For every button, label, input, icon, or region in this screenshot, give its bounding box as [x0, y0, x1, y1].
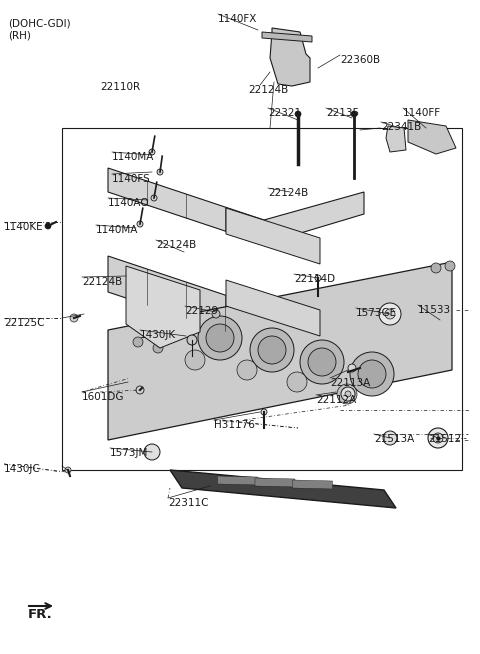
Text: 22321: 22321	[268, 108, 301, 118]
Circle shape	[250, 328, 294, 372]
Circle shape	[295, 111, 301, 117]
Polygon shape	[108, 262, 452, 440]
Polygon shape	[226, 280, 320, 336]
Polygon shape	[262, 32, 312, 42]
Circle shape	[70, 314, 78, 322]
Text: 1573JM: 1573JM	[110, 448, 148, 458]
Text: FR.: FR.	[28, 608, 53, 621]
Circle shape	[383, 431, 397, 445]
Text: 22360B: 22360B	[340, 55, 380, 65]
Circle shape	[261, 409, 267, 415]
Circle shape	[300, 340, 344, 384]
Circle shape	[157, 169, 163, 175]
Text: 1140MA: 1140MA	[112, 152, 155, 162]
Circle shape	[151, 195, 157, 201]
Text: 1140MA: 1140MA	[96, 225, 138, 235]
Text: 1573GE: 1573GE	[356, 308, 397, 318]
Circle shape	[133, 337, 143, 347]
Text: 22113A: 22113A	[330, 378, 370, 388]
Text: 22311C: 22311C	[168, 498, 208, 508]
Text: 1140FX: 1140FX	[218, 14, 257, 24]
Circle shape	[137, 221, 143, 227]
Bar	[62, 128, 462, 470]
Text: 22124B: 22124B	[268, 188, 308, 198]
Text: 22124B: 22124B	[156, 240, 196, 250]
Circle shape	[315, 275, 321, 281]
Text: 22112A: 22112A	[316, 395, 356, 405]
Text: 1140FF: 1140FF	[403, 108, 441, 118]
Text: 1140FS: 1140FS	[112, 174, 151, 184]
Polygon shape	[386, 126, 406, 152]
Circle shape	[237, 360, 257, 380]
Circle shape	[198, 316, 242, 360]
Text: (DOHC-GDI): (DOHC-GDI)	[8, 18, 71, 28]
Circle shape	[337, 384, 357, 404]
Text: 22135: 22135	[326, 108, 359, 118]
Circle shape	[185, 350, 205, 370]
Text: 21513A: 21513A	[374, 434, 414, 444]
Circle shape	[136, 386, 144, 394]
Text: 1430JC: 1430JC	[4, 464, 41, 474]
Polygon shape	[170, 470, 396, 508]
Polygon shape	[270, 28, 310, 86]
Circle shape	[431, 263, 441, 273]
Circle shape	[351, 111, 357, 117]
Polygon shape	[255, 478, 295, 487]
Circle shape	[350, 352, 394, 396]
Circle shape	[258, 336, 286, 364]
Text: 22129: 22129	[185, 306, 218, 316]
Circle shape	[385, 309, 395, 319]
Circle shape	[144, 444, 160, 460]
Polygon shape	[292, 480, 333, 489]
Polygon shape	[108, 168, 364, 244]
Polygon shape	[126, 266, 200, 348]
Text: (RH): (RH)	[8, 30, 31, 40]
Text: 1140AO: 1140AO	[108, 198, 150, 208]
Circle shape	[345, 391, 351, 397]
Text: 1140KE: 1140KE	[4, 222, 44, 232]
Circle shape	[287, 372, 307, 392]
Circle shape	[341, 387, 355, 401]
Text: 22110R: 22110R	[100, 82, 140, 92]
Circle shape	[433, 433, 443, 443]
Circle shape	[149, 149, 155, 155]
Text: 1601DG: 1601DG	[82, 392, 124, 402]
Text: 22114D: 22114D	[294, 274, 335, 284]
Circle shape	[206, 324, 234, 352]
Circle shape	[45, 223, 51, 229]
Text: H31176: H31176	[214, 420, 255, 430]
Circle shape	[428, 428, 448, 448]
Text: 22341B: 22341B	[381, 122, 421, 132]
Text: 1430JK: 1430JK	[140, 330, 176, 340]
Circle shape	[358, 360, 386, 388]
Circle shape	[445, 261, 455, 271]
Text: 22124B: 22124B	[248, 85, 288, 95]
Circle shape	[212, 310, 220, 318]
Polygon shape	[108, 256, 374, 344]
Text: 21512: 21512	[428, 434, 461, 444]
Circle shape	[379, 303, 401, 325]
Circle shape	[187, 335, 197, 345]
Polygon shape	[226, 208, 320, 264]
Polygon shape	[217, 476, 257, 485]
Circle shape	[153, 343, 163, 353]
Text: 11533: 11533	[418, 305, 451, 315]
Circle shape	[65, 467, 71, 473]
Text: 22124B: 22124B	[82, 277, 122, 287]
Circle shape	[348, 364, 356, 372]
Polygon shape	[408, 120, 456, 154]
Text: 22125C: 22125C	[4, 318, 45, 328]
Circle shape	[308, 348, 336, 376]
